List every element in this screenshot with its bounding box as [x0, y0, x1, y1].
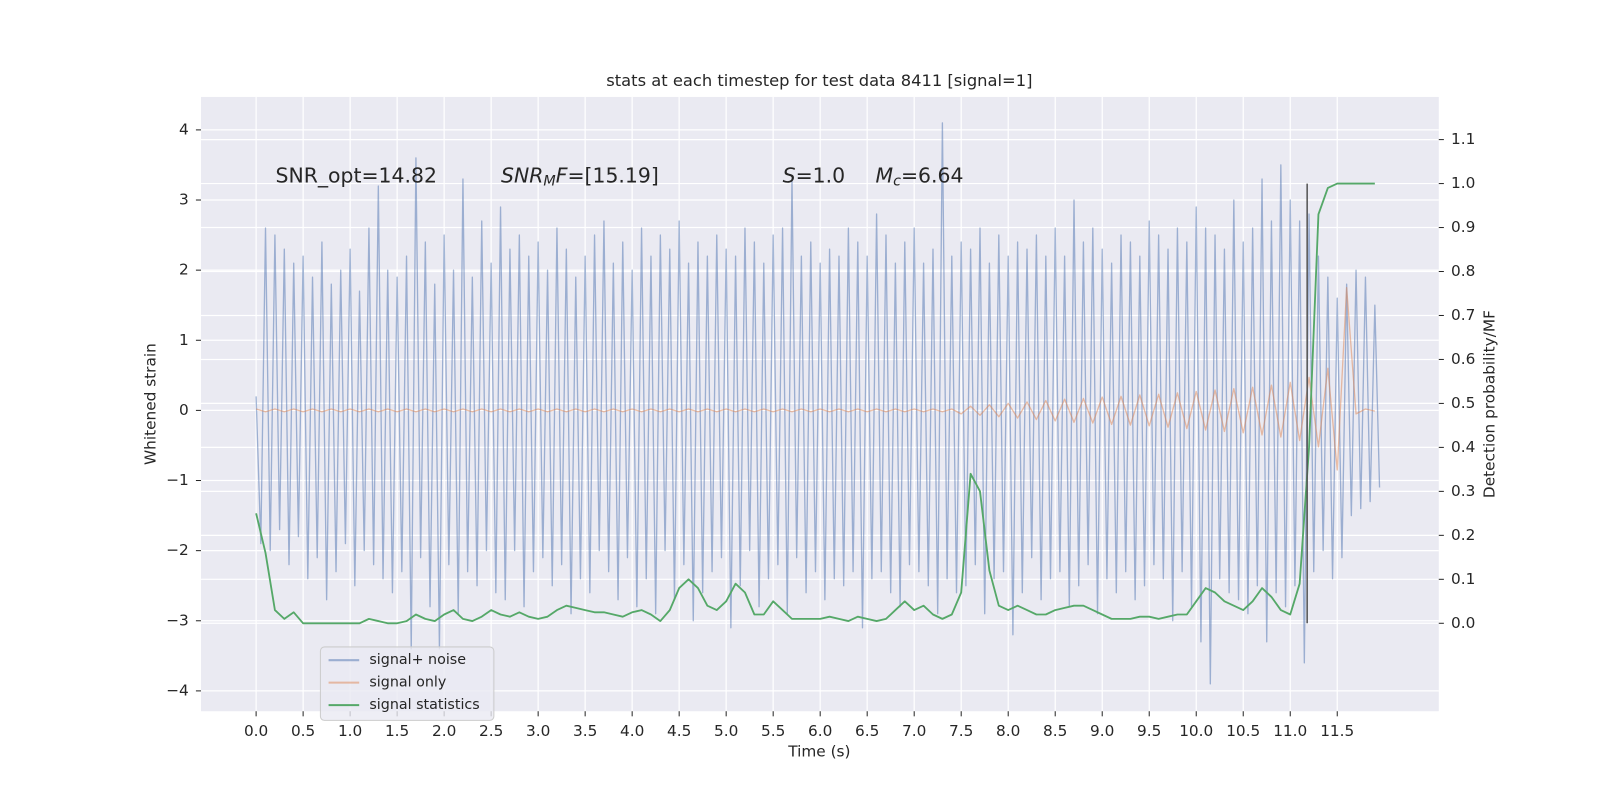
series-line: [255, 182, 1375, 625]
x-axis-label: Time (s): [787, 743, 850, 761]
y2-tick-label: 0.0: [1451, 614, 1475, 632]
x-tick-label: 10.5: [1226, 722, 1260, 740]
y2-tick-label: 1.1: [1451, 130, 1475, 148]
y-tick-label: −4: [166, 681, 189, 699]
x-tick-label: 11.0: [1273, 722, 1307, 740]
annotation-part: M: [543, 174, 555, 190]
x-tick-label: 4.5: [667, 722, 691, 740]
x-tick-label: 2.0: [432, 722, 456, 740]
y2-tick-label: 0.8: [1451, 262, 1475, 280]
y-tick-label: 1: [179, 331, 189, 349]
x-tick-label: 4.0: [620, 722, 644, 740]
annotation-part: =6.64: [901, 164, 964, 188]
y2-tick-label: 0.7: [1451, 306, 1475, 324]
x-tick-label: 8.5: [1043, 722, 1067, 740]
x-tick-label: 0.0: [244, 722, 268, 740]
x-tick-label: 5.5: [761, 722, 785, 740]
y2-tick-label: 0.1: [1451, 570, 1475, 588]
x-tick-label: 2.5: [479, 722, 503, 740]
annotation-part: F: [556, 164, 568, 188]
x-tick-label: 6.5: [855, 722, 879, 740]
y-tick-label: 4: [179, 120, 189, 138]
x-tick-label: 9.0: [1090, 722, 1114, 740]
annotation-part: SNR_opt=14.82: [276, 164, 437, 189]
series-line: [255, 287, 1375, 471]
y2-tick-label: 0.9: [1451, 218, 1475, 236]
y-tick-label: 0: [179, 401, 189, 419]
annotation-part: S: [783, 164, 796, 188]
y-tick-label: −1: [166, 471, 189, 489]
x-tick-label: 3.0: [526, 722, 550, 740]
x-tick-label: 3.5: [573, 722, 597, 740]
legend-label: signal+ noise: [369, 652, 466, 668]
axes: 0.0 0.5 1.0 1.5 2.0 2.5 3.0 3.5 4.0 4.5 5.0 5.5 6.0 6…: [166, 120, 1475, 740]
annotation: SNR_opt=14.82: [276, 164, 437, 189]
x-tick-label: 1.0: [338, 722, 362, 740]
legend: signal+ noise signal only signal statistic…: [319, 646, 495, 721]
x-tick-label: 1.5: [385, 722, 409, 740]
annotation: SNRMF=[15.19]: [501, 164, 659, 190]
y2-axis-label: Detection probability/MF: [1480, 310, 1498, 498]
annotation-part: =[15.19]: [567, 164, 658, 188]
annotation-part: c: [893, 174, 901, 190]
x-tick-label: 7.0: [902, 722, 926, 740]
legend-label: signal only: [369, 675, 446, 691]
x-tick-label: 0.5: [291, 722, 315, 740]
y2-tick-label: 0.2: [1451, 526, 1475, 544]
y-tick-label: 2: [179, 261, 189, 279]
x-tick-label: 11.5: [1320, 722, 1354, 740]
y2-tick-label: 0.3: [1451, 482, 1475, 500]
annotation: S=1.0: [783, 164, 845, 188]
x-tick-label: 5.0: [714, 722, 738, 740]
y-tick-label: −3: [166, 611, 189, 629]
x-tick-label: 10.0: [1179, 722, 1213, 740]
y2-tick-label: 0.4: [1451, 438, 1475, 456]
series-line: [255, 122, 1381, 685]
annotation-part: =1.0: [796, 164, 846, 188]
x-tick-label: 7.5: [949, 722, 973, 740]
y-axis-label: Whitened strain: [142, 343, 160, 465]
y-tick-label: −2: [166, 541, 189, 559]
legend-label: signal statistics: [369, 697, 479, 713]
y2-tick-label: 0.5: [1451, 394, 1475, 412]
legend-box: [319, 646, 495, 721]
annotation: Mc=6.64: [876, 164, 964, 190]
y-tick-label: 3: [179, 191, 189, 209]
y2-tick-label: 1.0: [1451, 174, 1475, 192]
x-tick-label: 9.5: [1137, 722, 1161, 740]
annotation-part: M: [876, 164, 894, 188]
x-tick-label: 6.0: [808, 722, 832, 740]
annotation-part: SNR: [501, 164, 543, 188]
x-tick-label: 8.0: [996, 722, 1020, 740]
chart-title: stats at each timestep for test data 841…: [606, 71, 1032, 90]
marks: [255, 122, 1381, 685]
y2-tick-label: 0.6: [1451, 350, 1475, 368]
